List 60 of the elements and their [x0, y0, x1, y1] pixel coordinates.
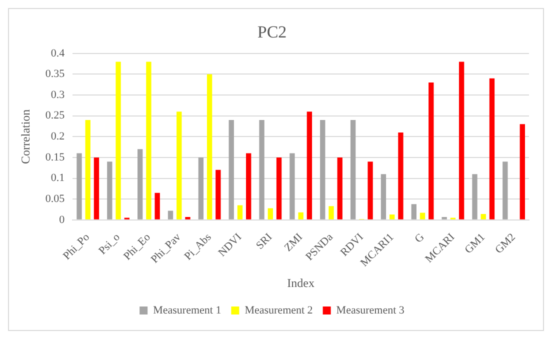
- bar: [480, 214, 486, 220]
- y-tick-label: 0.35: [45, 68, 66, 80]
- bar: [228, 120, 234, 220]
- bar: [107, 162, 112, 220]
- legend-label: Measurement 1: [153, 304, 222, 316]
- y-tick-label: 0.15: [45, 151, 66, 164]
- bar: [502, 162, 508, 220]
- chart-title: PC2: [257, 22, 287, 42]
- y-tick-label: 0.05: [45, 192, 66, 205]
- x-tick-label: G: [412, 231, 427, 246]
- bar: [489, 78, 495, 220]
- y-tick-label: 0.1: [50, 172, 65, 184]
- bar: [411, 204, 416, 220]
- bar: [442, 216, 447, 220]
- bar: [428, 82, 434, 220]
- bar: [237, 205, 243, 220]
- bar: [176, 112, 182, 220]
- bar: [276, 157, 282, 220]
- bar: [259, 120, 264, 220]
- bar: [380, 174, 386, 220]
- x-tick-label: GM1: [462, 231, 488, 256]
- bar: [76, 153, 82, 220]
- bar: [94, 157, 100, 220]
- bar: [320, 120, 326, 220]
- bar: [306, 112, 312, 220]
- bar: [458, 62, 464, 220]
- bar: [350, 120, 356, 220]
- y-tick-label: 0.3: [50, 88, 66, 101]
- legend-label: Measurement 2: [244, 304, 313, 316]
- bar: [368, 162, 373, 220]
- bar: [290, 153, 295, 220]
- bar: [216, 170, 221, 220]
- x-tick-label: SRI: [254, 230, 275, 252]
- bar: [337, 157, 342, 220]
- y-tick-label: 0: [59, 214, 66, 226]
- bar: [246, 153, 252, 220]
- y-axis-title: Correlation: [18, 109, 32, 164]
- y-tick-label: 0.2: [50, 130, 65, 143]
- bar: [298, 212, 304, 220]
- bar: [268, 208, 273, 220]
- x-axis-title: Index: [287, 276, 314, 290]
- bar: [168, 210, 174, 220]
- bar: [198, 157, 204, 220]
- bar: [138, 149, 143, 220]
- bar: [420, 212, 426, 220]
- bar: [390, 214, 395, 220]
- bar: [154, 192, 160, 220]
- legend-label: Measurement 3: [336, 304, 405, 316]
- bar: [85, 120, 90, 220]
- y-tick-label: 0.4: [50, 47, 66, 60]
- bar: [520, 124, 525, 220]
- bar: [328, 206, 334, 220]
- bar: [398, 132, 404, 220]
- bar: [472, 174, 478, 220]
- bar: [206, 74, 212, 220]
- y-tick-label: 0.25: [45, 110, 66, 122]
- x-tick-label: ZMI: [282, 230, 306, 254]
- bar: [146, 62, 152, 220]
- bar: [185, 216, 190, 220]
- bar: [116, 62, 121, 220]
